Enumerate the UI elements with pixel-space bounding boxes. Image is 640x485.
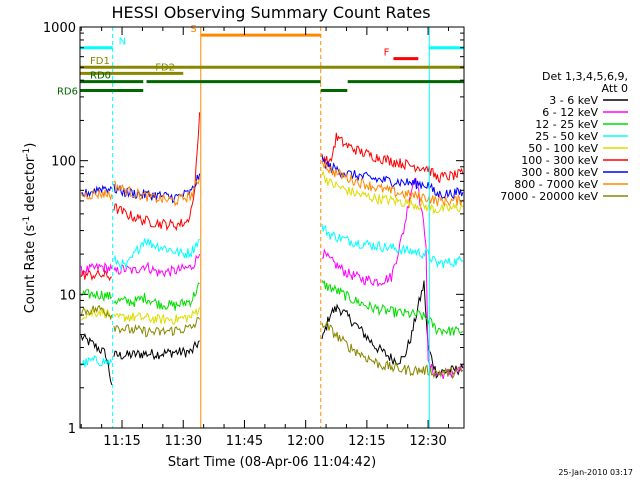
series-line xyxy=(113,282,200,311)
y-tick-label: 10 xyxy=(59,288,76,303)
series-line xyxy=(80,304,113,321)
series-line xyxy=(80,355,113,368)
legend-entry-label: 12 - 25 keV xyxy=(535,118,598,131)
legend-entry-label: 6 - 12 keV xyxy=(542,106,598,119)
x-tick-label: 11:45 xyxy=(226,434,263,449)
x-tick-label: 12:30 xyxy=(409,434,446,449)
y-axis-label-part: ) xyxy=(23,143,38,148)
flag-label-rd0: RD0 xyxy=(90,71,111,82)
x-tick-label: 11:15 xyxy=(103,434,140,449)
series-line xyxy=(321,161,464,207)
series-25-50-kev xyxy=(80,223,464,368)
legend-entry-label: 25 - 50 keV xyxy=(535,130,598,143)
series-100-300-kev xyxy=(80,112,464,282)
series-line xyxy=(321,169,464,214)
series-7000-20000-kev xyxy=(80,304,464,380)
x-tick-label: 12:15 xyxy=(348,434,385,449)
series-line xyxy=(321,321,464,380)
legend-entry-label: 7000 - 20000 keV xyxy=(500,190,598,203)
series-12-25-kev xyxy=(81,280,464,337)
flag-label-n: N xyxy=(119,37,126,48)
y-tick-label: 100 xyxy=(51,155,76,170)
series-line xyxy=(322,177,463,380)
y-axis-label-exponent: -1 xyxy=(22,148,32,157)
legend-entry-label: 100 - 300 keV xyxy=(521,154,598,167)
y-axis-label-part: detector xyxy=(23,156,38,216)
y-tick-label: 1000 xyxy=(43,21,76,36)
series-line xyxy=(321,280,464,379)
flag-layer: N S F FD1 FD2 RD0 RD6 xyxy=(57,24,464,97)
series-line xyxy=(113,112,201,232)
series-line xyxy=(81,184,113,198)
y-axis-label-exponent: -1 xyxy=(22,216,32,225)
series-line xyxy=(113,173,201,204)
legend-header-line: Att 0 xyxy=(602,82,628,95)
flag-label-fd2: FD2 xyxy=(155,62,175,73)
series-line xyxy=(113,177,201,207)
legend-entry-label: 800 - 7000 keV xyxy=(514,178,598,191)
series-line xyxy=(113,317,201,338)
x-axis-label: Start Time (08-Apr-06 11:04:42) xyxy=(168,455,376,470)
chart-title: HESSI Observing Summary Count Rates xyxy=(111,3,430,22)
legend-header-line: Det 1,3,4,5,6,9, xyxy=(542,70,628,83)
x-tick-label: 12:00 xyxy=(287,434,324,449)
series-line xyxy=(113,238,200,272)
y-axis-label: Count Rate (s-1 detector-1) xyxy=(22,143,38,314)
series-line xyxy=(80,262,113,276)
plot-frame xyxy=(79,26,465,429)
flag-label-f: F xyxy=(384,48,390,59)
series-line xyxy=(321,280,464,337)
series-line xyxy=(81,289,113,303)
axes-layer: 1 10 100 1000 11:15 11:30 11:45 12:00 12:15 12:30 xyxy=(43,21,464,449)
x-tick-label: 11:30 xyxy=(165,434,202,449)
series-line xyxy=(321,132,464,184)
series-800-7000-kev xyxy=(80,161,464,207)
flag-label-fd1: FD1 xyxy=(90,56,110,67)
series-line xyxy=(113,307,201,326)
series-line xyxy=(80,332,113,386)
legend-entry-label: 50 - 100 keV xyxy=(528,142,598,155)
marker-layer xyxy=(112,27,464,428)
flag-label-rd6: RD6 xyxy=(57,86,78,97)
y-axis-label-part: Count Rate (s xyxy=(23,225,38,314)
series-line xyxy=(80,189,113,202)
flag-label-s: S xyxy=(190,24,196,35)
series-line xyxy=(321,223,464,269)
series-line xyxy=(80,268,112,282)
timestamp: 25-Jan-2010 03:17 xyxy=(558,468,633,477)
series-layer xyxy=(80,112,464,386)
legend-entry-label: 300 - 800 keV xyxy=(521,166,598,179)
series-6-12-kev xyxy=(80,177,463,380)
series-line xyxy=(321,155,464,200)
legend-entry-label: 3 - 6 keV xyxy=(549,94,598,107)
series-line xyxy=(113,340,200,361)
y-tick-label: 1 xyxy=(68,422,76,437)
series-line xyxy=(113,253,201,278)
